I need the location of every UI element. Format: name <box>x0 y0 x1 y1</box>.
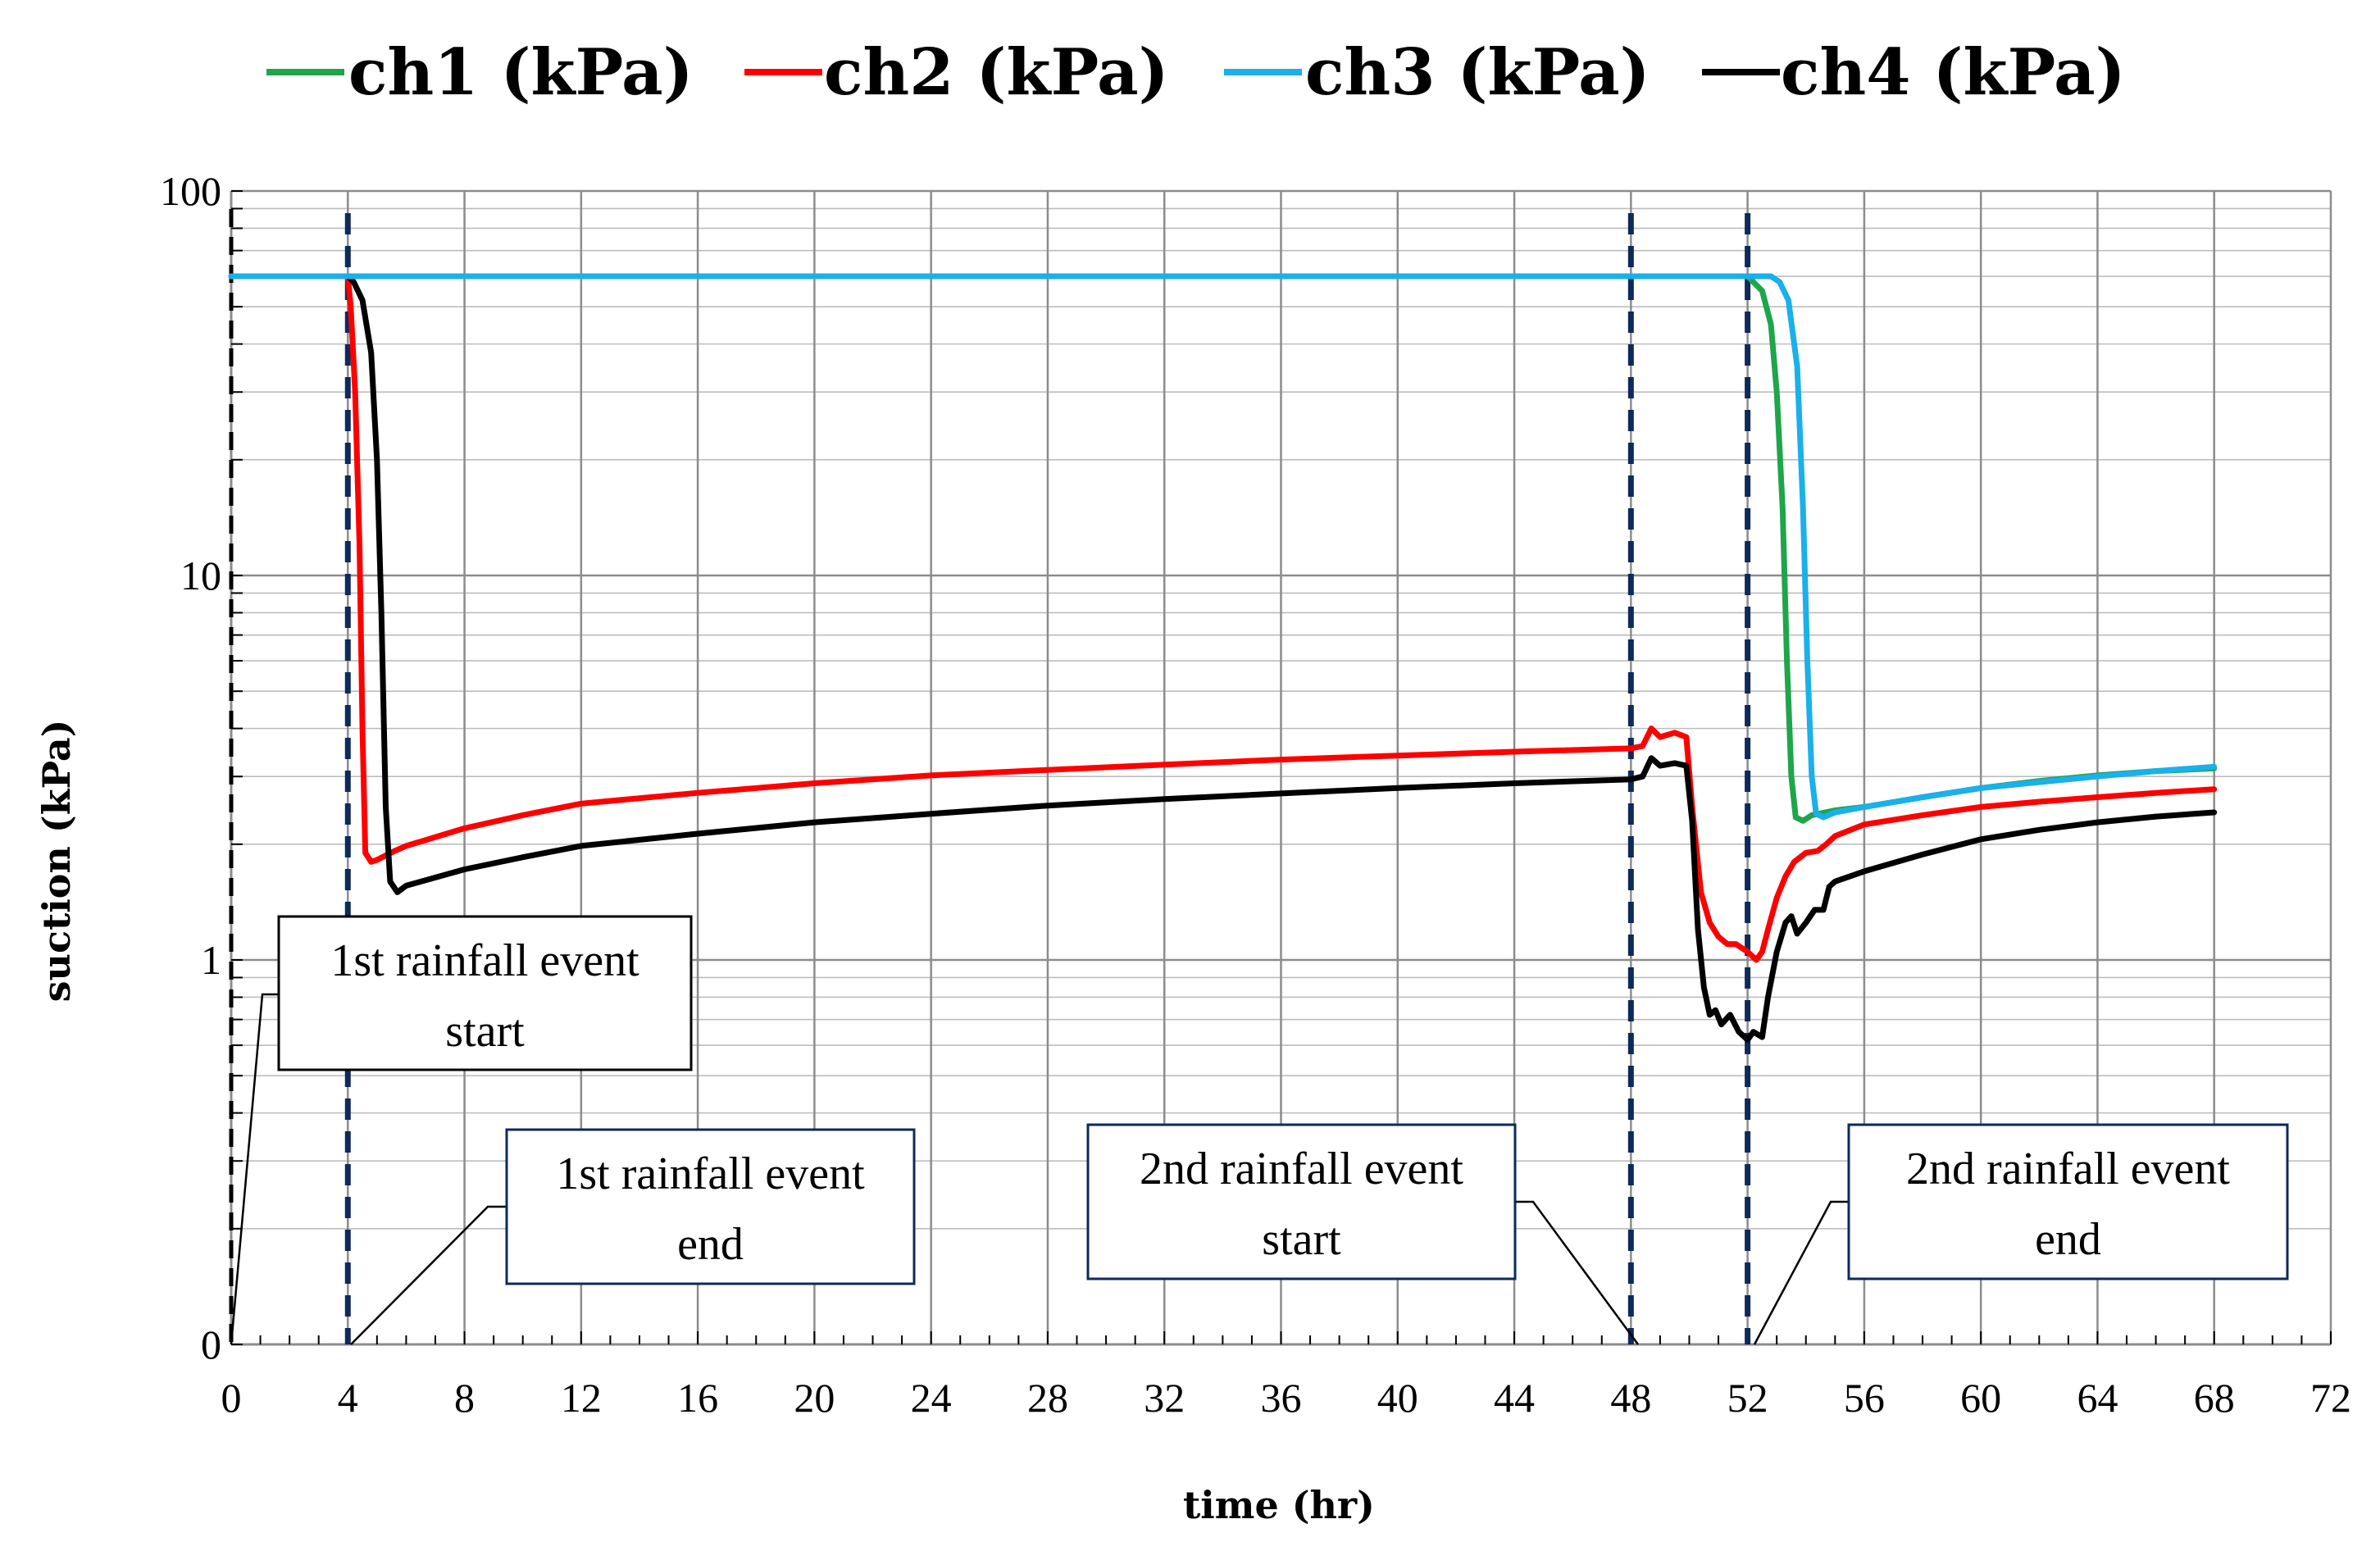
y-tick-label: 1 <box>201 937 221 983</box>
y-tick-label: 10 <box>180 553 221 598</box>
y-tick-label: 0 <box>201 1321 221 1367</box>
x-tick-label: 36 <box>1261 1375 1302 1421</box>
y-axis-label: suction (kPa) <box>34 720 79 1003</box>
x-tick-label: 16 <box>677 1375 718 1421</box>
annotations: 1st rainfall event start 1st rainfall even… <box>230 915 2289 1345</box>
x-tick-label: 12 <box>561 1375 602 1421</box>
annotation-leader-line <box>1515 1200 1640 1345</box>
x-tick-label: 40 <box>1377 1375 1418 1421</box>
series-line-3 <box>228 273 2218 821</box>
tick-labels: 0 4 8 12 16 20 24 28 32 36 40 44 48 52 56 60 64 68 7210010… <box>160 168 2351 1421</box>
annotation-text: 2nd rainfall event <box>1140 1144 1463 1194</box>
x-tick-label: 72 <box>2310 1375 2351 1421</box>
legend-label-1: ch1 (kPa) <box>348 35 694 110</box>
x-tick-label: 48 <box>1610 1375 1651 1421</box>
annotation-leader-line <box>350 1205 507 1345</box>
legend-label-2: ch2 (kPa) <box>824 35 1169 110</box>
annotation-text: 2nd rainfall event <box>1906 1144 2230 1194</box>
annotation-text: end <box>677 1219 744 1270</box>
x-tick-label: 68 <box>2194 1375 2235 1421</box>
series-line-2 <box>228 273 2218 963</box>
series-lines <box>228 273 2218 1043</box>
legend-label-3: ch3 (kPa) <box>1305 35 1650 110</box>
series-line-4 <box>228 273 2218 1043</box>
series-line-1 <box>228 273 2218 824</box>
annotation-text: end <box>2035 1214 2101 1265</box>
annotation-box <box>1847 1123 2289 1280</box>
x-tick-label: 28 <box>1027 1375 1068 1421</box>
x-tick-label: 44 <box>1494 1375 1535 1421</box>
x-tick-label: 20 <box>794 1375 835 1421</box>
x-tick-label: 56 <box>1844 1375 1885 1421</box>
x-tick-label: 24 <box>911 1375 952 1421</box>
annotation-text: start <box>445 1006 525 1057</box>
annotation-text: 1st rainfall event <box>330 935 639 986</box>
x-tick-label: 52 <box>1727 1375 1768 1421</box>
x-tick-label: 4 <box>338 1375 358 1421</box>
annotation-text: 1st rainfall event <box>556 1148 865 1199</box>
x-tick-label: 8 <box>454 1375 475 1421</box>
annotation-box <box>277 915 693 1071</box>
x-tick-label: 0 <box>221 1375 242 1421</box>
annotation-text: start <box>1262 1214 1341 1265</box>
annotation-leader-line <box>230 993 282 1345</box>
annotation-box <box>505 1128 916 1285</box>
x-axis-label: time (hr) <box>1183 1483 1375 1527</box>
x-tick-label: 60 <box>1960 1375 2001 1421</box>
y-tick-label: 100 <box>160 168 221 214</box>
legend: ch1 (kPa) ch2 (kPa) ch3 (kPa) ch4 (kPa) <box>266 35 2126 110</box>
annotation-leader-line <box>1753 1200 1849 1345</box>
annotation-box <box>1086 1123 1517 1280</box>
x-tick-label: 32 <box>1144 1375 1185 1421</box>
x-tick-label: 64 <box>2077 1375 2118 1421</box>
legend-label-4: ch4 (kPa) <box>1781 35 2126 110</box>
